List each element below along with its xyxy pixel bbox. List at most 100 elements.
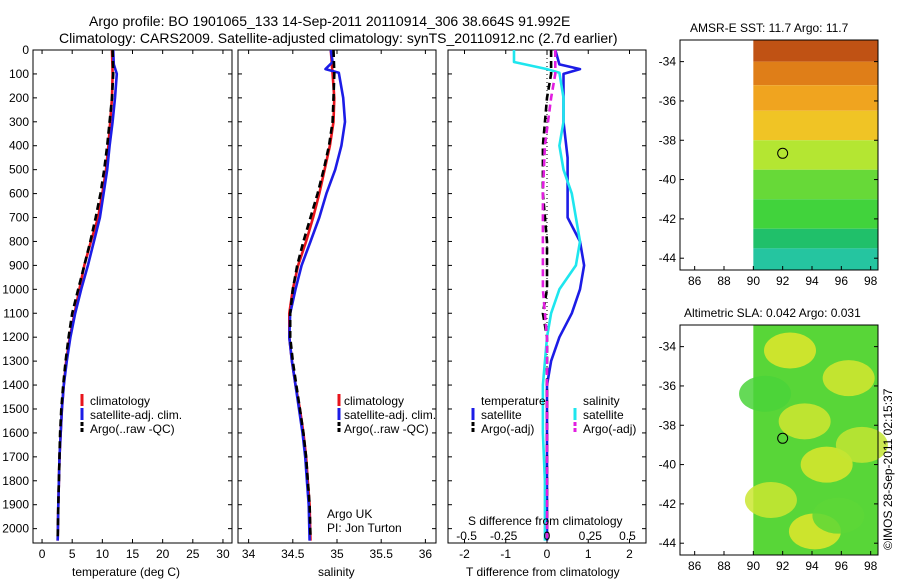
sst-band	[753, 199, 878, 229]
imos-credit: ©IMOS 28-Sep-2011 02:15:37	[881, 388, 895, 550]
sst-ytick-label: -42	[659, 212, 677, 226]
temperature-xtick-label: 5	[69, 547, 76, 561]
sla-ytick-label: -44	[659, 536, 677, 550]
depth-tick-label: 800	[9, 234, 29, 248]
sst-xtick-label: 96	[835, 274, 849, 288]
temperature-xlabel: temperature (deg C)	[72, 565, 180, 579]
temperature-series-argo-raw-qc-	[56, 49, 115, 539]
sla-ytick-label: -36	[659, 379, 677, 393]
salinity-legend: climatology satellite-adj. clim. Argo(..…	[327, 394, 436, 535]
sst-band	[753, 85, 878, 111]
depth-tick-label: 1800	[2, 474, 29, 488]
temperature-xtick-label: 25	[186, 547, 200, 561]
temperature-xtick-label: 10	[96, 547, 110, 561]
depth-tick-label: 1200	[2, 330, 29, 344]
difference-xtick-label: 2	[626, 547, 633, 561]
s-difference-tick-label: 0.5	[619, 529, 636, 543]
temperature-legend: climatology satellite-adj. clim. Argo(..…	[80, 394, 182, 436]
legend-label-climatology: climatology	[344, 394, 404, 408]
sla-xtick-label: 98	[864, 559, 878, 573]
sla-ytick-label: -34	[659, 340, 677, 354]
s-difference-tick-label: -0.5	[456, 529, 477, 543]
depth-tick-label: 200	[9, 91, 29, 105]
sst-ytick-label: -40	[659, 173, 677, 187]
depth-tick-label: 1600	[2, 426, 29, 440]
difference-xtick-label: 0	[544, 547, 551, 561]
sla-xtick-label: 92	[776, 559, 790, 573]
temperature-xtick-label: 30	[216, 547, 230, 561]
sla-anomaly-blob	[812, 497, 865, 534]
sla-xtick-label: 96	[835, 559, 849, 573]
sla-ytick-label: -38	[659, 418, 677, 432]
difference-xtick-label: 1	[585, 547, 592, 561]
depth-tick-label: 100	[9, 67, 29, 81]
sst-ytick-label: -36	[659, 94, 677, 108]
legend-label-temp-satellite: satellite	[481, 408, 522, 422]
sla-xtick-label: 86	[688, 559, 702, 573]
salinity-series-argo-raw-qc-	[288, 49, 336, 539]
temperature-series-climatology	[56, 49, 114, 541]
depth-tick-label: 1700	[2, 450, 29, 464]
sla-anomaly-blob	[744, 481, 797, 518]
depth-tick-label: 1100	[3, 306, 29, 320]
difference-legend: temperature satellite Argo(-adj) salinit…	[468, 394, 636, 528]
sst-band	[753, 40, 878, 62]
legend-label-temp-argo: Argo(-adj)	[481, 422, 534, 436]
s-difference-tick-label: -0.25	[490, 529, 518, 543]
temperature-xtick-label: 0	[39, 547, 46, 561]
sst-band	[753, 140, 878, 170]
legend-label-satellite-adj: satellite-adj. clim.	[344, 408, 436, 422]
salinity-series-climatology	[287, 49, 336, 541]
depth-tick-label: 1300	[2, 354, 29, 368]
difference-series-temperature-satellite	[545, 49, 586, 541]
salinity-series-satellite-adj-clim-	[287, 49, 347, 541]
sst-profile-marker	[777, 147, 789, 159]
sla-anomaly-blob	[822, 360, 875, 397]
temperature-xtick-label: 15	[126, 547, 140, 561]
s-difference-tick-label: 0.25	[579, 529, 603, 543]
float-pi-annotation: PI: Jon Turton	[327, 521, 402, 535]
sst-map-title: AMSR-E SST: 11.7 Argo: 11.7	[690, 21, 849, 35]
depth-tick-label: 1000	[2, 282, 29, 296]
depth-tick-label: 0	[22, 43, 29, 57]
float-operator-annotation: Argo UK	[327, 507, 372, 521]
depth-tick-label: 1500	[2, 402, 29, 416]
depth-tick-label: 1900	[2, 498, 29, 512]
sst-map-frame	[679, 39, 879, 271]
sla-anomaly-blob	[778, 403, 831, 440]
legend-label-sal-satellite: satellite	[583, 408, 624, 422]
sla-anomaly-blob	[800, 446, 853, 483]
legend-label-sal-argo: Argo(-adj)	[583, 422, 636, 436]
s-difference-axis-label: S difference from climatology	[468, 514, 623, 528]
sla-map-frame	[679, 324, 879, 556]
legend-label-argo: Argo(..raw -QC)	[90, 422, 175, 436]
sst-xtick-label: 86	[688, 274, 702, 288]
depth-tick-label: 600	[9, 187, 29, 201]
sst-band	[753, 61, 878, 86]
sla-anomaly-blob	[739, 375, 792, 412]
temperature-xtick-label: 20	[156, 547, 170, 561]
legend-label-argo: Argo(..raw -QC)	[344, 422, 429, 436]
sst-ytick-label: -38	[659, 133, 677, 147]
salinity-xlabel: salinity	[318, 565, 355, 579]
difference-xtick-label: -2	[459, 547, 470, 561]
sla-anomaly-blob	[764, 332, 816, 369]
header-line-2: Climatology: CARS2009. Satellite-adjuste…	[59, 30, 617, 46]
s-difference-tick-label: 0	[544, 529, 551, 543]
sst-band	[753, 169, 878, 200]
depth-tick-label: 400	[9, 139, 29, 153]
sst-xtick-label: 98	[864, 274, 878, 288]
sst-xtick-label: 92	[776, 274, 790, 288]
temperature-panel-frame	[32, 49, 233, 544]
sla-xtick-label: 88	[717, 559, 731, 573]
sla-map-title: Altimetric SLA: 0.042 Argo: 0.031	[684, 306, 861, 320]
sla-xtick-label: 90	[747, 559, 761, 573]
difference-series-salinity-argo-adj-	[541, 50, 557, 539]
sla-ytick-label: -42	[659, 497, 677, 511]
salinity-xtick-label: 34.5	[281, 547, 305, 561]
sst-xtick-label: 94	[805, 274, 819, 288]
legend-label-satellite-adj: satellite-adj. clim.	[90, 408, 182, 422]
difference-xtick-label: -1	[500, 547, 511, 561]
sla-xtick-label: 94	[805, 559, 819, 573]
